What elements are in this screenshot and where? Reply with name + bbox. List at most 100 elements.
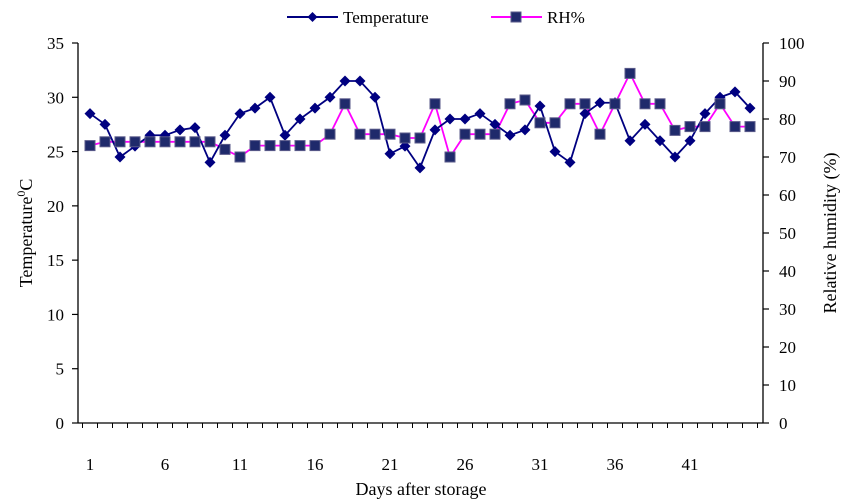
left-y-axis-title-sup: 0	[14, 191, 28, 197]
x-tick-label: 36	[607, 455, 624, 474]
left-y-tick-label: 15	[47, 251, 64, 270]
right-y-tick-label: 30	[779, 300, 796, 319]
rh-point	[579, 98, 591, 110]
x-tick-label: 41	[682, 455, 699, 474]
rh-point	[204, 136, 216, 148]
rh-point	[429, 98, 441, 110]
rh-point	[324, 128, 336, 140]
rh-point	[699, 121, 711, 133]
right-y-tick-label: 40	[779, 262, 796, 281]
rh-point	[279, 140, 291, 152]
x-tick-label: 31	[532, 455, 549, 474]
temperature-point	[444, 113, 456, 125]
left-y-axis-title: Temperature0C	[14, 179, 36, 288]
temperature-point	[324, 91, 336, 103]
rh-point	[219, 143, 231, 155]
left-y-axis-title-text: Temperature	[16, 197, 36, 288]
rh-point	[414, 132, 426, 144]
series-temperature-line	[89, 80, 751, 170]
rh-point	[729, 121, 741, 133]
temperature-point	[684, 135, 696, 147]
x-tick-label: 1	[86, 455, 95, 474]
left-y-tick-label: 20	[47, 197, 64, 216]
temperature-point	[564, 156, 576, 168]
rh-point	[624, 67, 636, 79]
right-y-tick-label: 70	[779, 148, 796, 167]
rh-point	[174, 136, 186, 148]
temperature-point	[354, 75, 366, 87]
temperature-point	[489, 118, 501, 130]
legend: Temperature RH%	[287, 8, 585, 27]
right-y-tick-label: 90	[779, 72, 796, 91]
rh-point	[234, 151, 246, 163]
temperature-point	[309, 102, 321, 114]
x-tick-label: 26	[457, 455, 474, 474]
right-y-tick-label: 0	[779, 414, 788, 433]
temperature-point	[204, 156, 216, 168]
right-y-tick-label: 10	[779, 376, 796, 395]
temperature-point	[174, 124, 186, 136]
temperature-point	[279, 129, 291, 141]
temperature-point	[534, 100, 546, 112]
rh-point	[129, 136, 141, 148]
rh-point	[249, 140, 261, 152]
temperature-point	[114, 151, 126, 163]
temperature-point	[669, 151, 681, 163]
temperature-point	[189, 122, 201, 134]
left-y-axis-title-unit: C	[16, 179, 36, 191]
right-y-ticks: 0 10 20 30 40 50 60 70 80 90 100	[763, 34, 805, 433]
rh-point	[114, 136, 126, 148]
temperature-point	[519, 124, 531, 136]
rh-point	[474, 128, 486, 140]
temperature-point	[339, 75, 351, 87]
legend-temperature-marker	[307, 12, 318, 22]
rh-point	[189, 136, 201, 148]
rh-point	[489, 128, 501, 140]
legend-rh-marker	[510, 11, 522, 23]
rh-point	[564, 98, 576, 110]
rh-point	[459, 128, 471, 140]
temperature-point	[369, 91, 381, 103]
right-y-tick-label: 80	[779, 110, 796, 129]
temperature-point	[384, 148, 396, 160]
temperature-point	[579, 108, 591, 120]
rh-point	[519, 94, 531, 106]
temperature-point	[99, 118, 111, 130]
rh-point	[84, 140, 96, 152]
rh-point	[339, 98, 351, 110]
temperature-point	[729, 86, 741, 98]
rh-point	[159, 136, 171, 148]
right-y-axis-title: Relative humidity (%)	[820, 153, 841, 314]
right-y-tick-label: 100	[779, 34, 805, 53]
temperature-point	[219, 129, 231, 141]
temperature-point	[744, 102, 756, 114]
rh-point	[684, 121, 696, 133]
x-axis-title: Days after storage	[356, 479, 487, 499]
temperature-point	[624, 135, 636, 147]
rh-point	[99, 136, 111, 148]
plot-area	[84, 67, 756, 174]
temperature-point	[699, 108, 711, 120]
rh-point	[639, 98, 651, 110]
temperature-point	[654, 135, 666, 147]
temperature-point	[294, 113, 306, 125]
left-y-tick-label: 25	[47, 143, 64, 162]
temperature-point	[504, 129, 516, 141]
x-tick-label: 16	[307, 455, 324, 474]
rh-point	[444, 151, 456, 163]
temperature-point	[549, 146, 561, 158]
temperature-point	[594, 97, 606, 109]
left-y-tick-label: 10	[47, 305, 64, 324]
rh-point	[369, 128, 381, 140]
rh-point	[534, 117, 546, 129]
temperature-point	[249, 102, 261, 114]
rh-point	[399, 132, 411, 144]
x-ticks: 1 6 11 16 21 26 31 36 41	[82, 423, 758, 474]
left-y-tick-label: 0	[56, 414, 65, 433]
rh-point	[294, 140, 306, 152]
x-tick-label: 21	[382, 455, 399, 474]
rh-point	[669, 124, 681, 136]
right-y-tick-label: 50	[779, 224, 796, 243]
right-y-tick-label: 60	[779, 186, 796, 205]
